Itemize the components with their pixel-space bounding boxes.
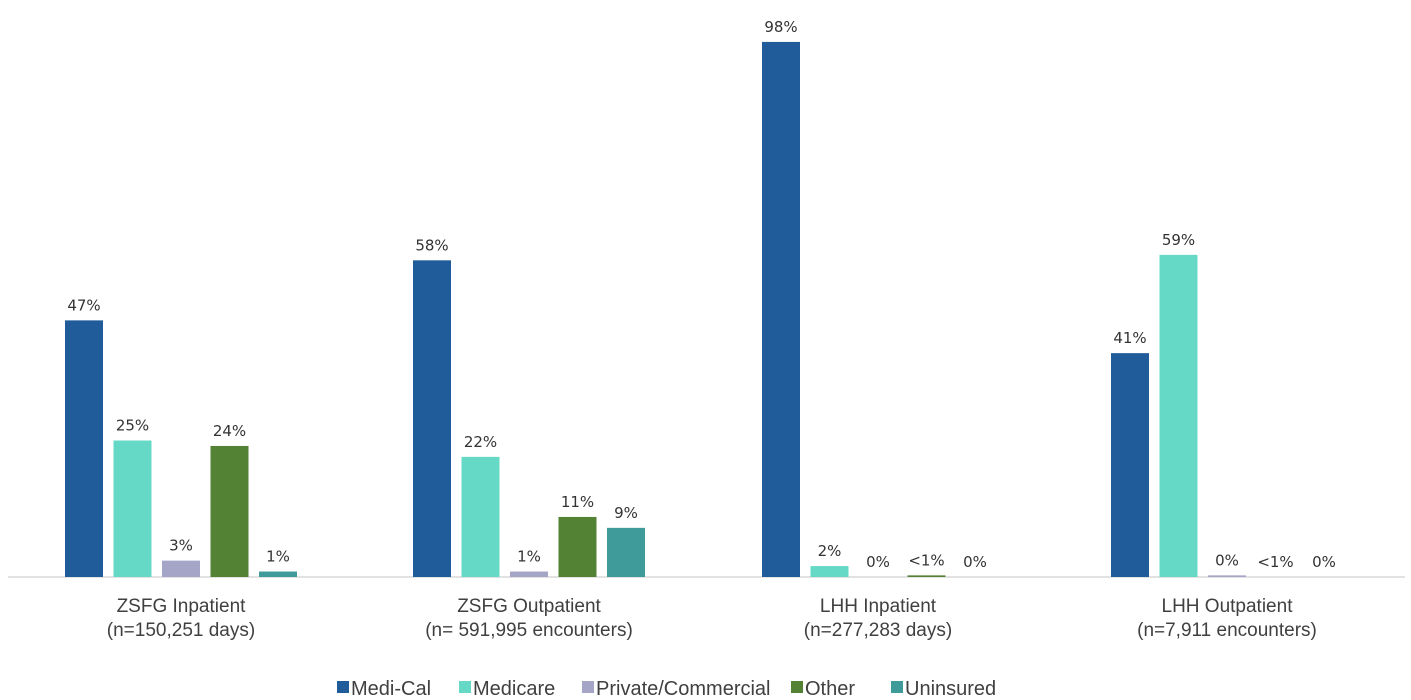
data-label-private-commercial-2: 1% (517, 548, 541, 566)
data-label-medi-cal-1: 47% (67, 296, 100, 314)
data-label-medicare-2: 22% (464, 433, 497, 451)
bar-other-2 (558, 516, 597, 577)
bar-medi-cal-3 (762, 41, 800, 578)
bar-medicare-3 (810, 566, 849, 577)
data-label-private-commercial-1: 3% (169, 537, 193, 555)
bar-medicare-2 (461, 456, 500, 577)
category-label-1-line-2: (n=150,251 days) (107, 620, 255, 641)
category-label-3-line-2: (n=277,283 days) (804, 620, 952, 641)
data-label-other-2: 11% (561, 493, 594, 511)
legend: Medi-Cal Medicare Private/Commercial Other U… (337, 678, 996, 700)
data-label-private-commercial-3: 0% (866, 553, 890, 571)
bars-group (65, 41, 1246, 578)
bar-medi-cal-2 (413, 260, 451, 577)
category-labels-group: ZSFG Inpatient (n=150,251 days) ZSFG Outpa… (107, 596, 1317, 641)
data-label-medi-cal-3: 98% (764, 18, 797, 36)
legend-swatch-private-commercial (582, 681, 594, 693)
legend-label-medicare: Medicare (473, 678, 555, 700)
data-label-medicare-4: 59% (1162, 231, 1195, 249)
legend-swatch-medicare (459, 681, 471, 693)
data-label-medicare-3: 2% (818, 542, 842, 560)
data-label-uninsured-4: 0% (1312, 553, 1336, 571)
data-label-uninsured-2: 9% (614, 504, 638, 522)
bar-other-1 (210, 445, 249, 577)
legend-label-uninsured: Uninsured (905, 678, 996, 700)
data-label-private-commercial-4: 0% (1215, 551, 1239, 569)
bar-private-commercial-1 (162, 560, 200, 577)
data-label-medi-cal-4: 41% (1113, 329, 1146, 347)
category-label-1-line-1: ZSFG Inpatient (117, 596, 247, 617)
bar-uninsured-1 (259, 571, 297, 577)
legend-swatch-other (791, 681, 803, 693)
data-label-medi-cal-2: 58% (415, 236, 448, 254)
category-label-4-line-1: LHH Outpatient (1162, 596, 1294, 617)
category-label-3-line-1: LHH Inpatient (820, 596, 937, 617)
bar-medi-cal-4 (1111, 353, 1149, 577)
category-label-2-line-2: (n= 591,995 encounters) (425, 620, 633, 641)
data-label-other-4: <1% (1257, 553, 1293, 571)
legend-label-medi-cal: Medi-Cal (351, 678, 431, 700)
data-label-other-1: 24% (213, 422, 246, 440)
legend-label-other: Other (805, 678, 855, 700)
legend-label-private-commercial: Private/Commercial (596, 678, 770, 700)
bar-private-commercial-4 (1208, 575, 1246, 577)
category-label-4-line-2: (n=7,911 encounters) (1137, 620, 1317, 641)
data-labels-group: 47% 25% 3% 24% 1% 58% 22% 1% 11% 9% 98% 2% 0% <1% 0% 41… (67, 18, 1336, 571)
bar-medi-cal-1 (65, 320, 103, 577)
legend-swatch-uninsured (891, 681, 903, 693)
data-label-other-3: <1% (908, 551, 944, 569)
bar-other-3 (907, 575, 946, 577)
legend-swatch-medi-cal (337, 681, 349, 693)
data-label-uninsured-1: 1% (266, 548, 290, 566)
data-label-medicare-1: 25% (116, 417, 149, 435)
bar-uninsured-2 (607, 527, 645, 577)
bar-medicare-1 (113, 440, 152, 577)
data-label-uninsured-3: 0% (963, 553, 987, 571)
bar-medicare-4 (1159, 254, 1198, 578)
bar-private-commercial-2 (510, 571, 548, 577)
category-label-2-line-1: ZSFG Outpatient (457, 596, 601, 617)
